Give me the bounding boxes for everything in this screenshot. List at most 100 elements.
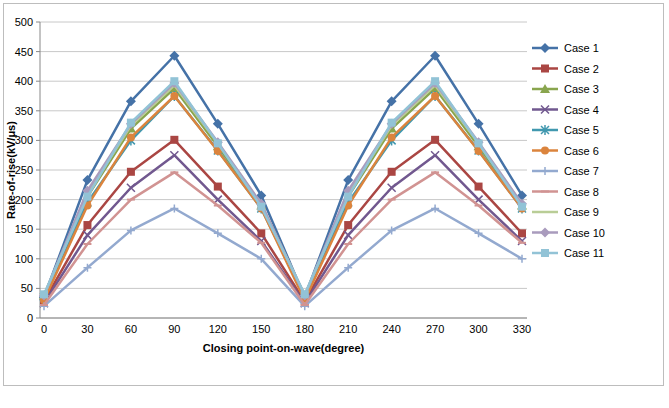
legend-marker bbox=[541, 147, 549, 155]
series-marker bbox=[388, 184, 396, 192]
legend-label: Case 1 bbox=[564, 42, 599, 54]
series-marker bbox=[388, 199, 396, 201]
chart: 0501001502002503003504004505000306090120… bbox=[0, 0, 669, 408]
series-line bbox=[44, 96, 522, 297]
series-marker bbox=[127, 168, 135, 176]
y-tick bbox=[36, 81, 40, 82]
grid-line bbox=[40, 318, 527, 319]
series-marker bbox=[343, 192, 353, 201]
series-marker bbox=[387, 96, 397, 106]
series-marker bbox=[518, 255, 526, 263]
series-marker bbox=[83, 231, 91, 239]
series-marker bbox=[214, 229, 222, 237]
series-marker bbox=[39, 291, 49, 301]
y-tick-label: 0 bbox=[27, 312, 33, 324]
series-marker bbox=[475, 229, 483, 237]
series-marker bbox=[127, 133, 135, 141]
x-tick-label: 90 bbox=[168, 323, 180, 335]
series-line bbox=[44, 83, 522, 296]
series-marker bbox=[83, 264, 91, 272]
series-marker bbox=[474, 119, 484, 129]
series-marker bbox=[170, 171, 178, 173]
series-marker bbox=[430, 51, 440, 61]
series-marker bbox=[344, 231, 352, 239]
series-line bbox=[44, 81, 522, 294]
legend-label: Case 10 bbox=[564, 227, 605, 239]
legend-label: Case 4 bbox=[564, 104, 599, 116]
series-marker bbox=[431, 151, 439, 159]
grid-line bbox=[40, 22, 527, 23]
series-marker bbox=[127, 184, 135, 192]
y-tick bbox=[36, 110, 40, 111]
series-line bbox=[44, 172, 522, 305]
series-marker bbox=[257, 242, 265, 244]
series-marker bbox=[301, 290, 309, 298]
y-tick-label: 500 bbox=[15, 16, 33, 28]
x-axis bbox=[40, 318, 527, 319]
x-tick-label: 270 bbox=[426, 323, 444, 335]
series-marker bbox=[40, 304, 48, 306]
y-tick bbox=[36, 199, 40, 200]
y-tick bbox=[36, 22, 40, 23]
grid-line bbox=[40, 229, 527, 230]
series-marker bbox=[431, 171, 439, 173]
legend-label: Case 7 bbox=[564, 165, 599, 177]
plot-area bbox=[39, 51, 527, 310]
series-line bbox=[44, 88, 522, 295]
grid-line bbox=[40, 199, 527, 200]
series-marker bbox=[518, 242, 526, 244]
series-marker bbox=[170, 204, 178, 212]
series-marker bbox=[301, 304, 309, 306]
x-tick-label: 150 bbox=[252, 323, 270, 335]
grid-line bbox=[40, 258, 527, 259]
series-marker bbox=[214, 205, 222, 207]
grid-line bbox=[40, 170, 527, 171]
series-marker bbox=[127, 199, 135, 201]
series-marker bbox=[39, 291, 49, 300]
legend-label: Case 2 bbox=[564, 63, 599, 75]
legend-line bbox=[532, 190, 558, 193]
series-marker bbox=[127, 226, 135, 234]
y-tick bbox=[36, 229, 40, 230]
series-marker bbox=[170, 77, 178, 85]
x-tick-label: 180 bbox=[296, 323, 314, 335]
y-tick bbox=[36, 288, 40, 289]
series-marker bbox=[475, 139, 483, 147]
y-tick-label: 400 bbox=[15, 75, 33, 87]
series-marker bbox=[214, 183, 222, 191]
y-tick-label: 150 bbox=[15, 223, 33, 235]
series-marker bbox=[170, 151, 178, 159]
series-marker bbox=[214, 139, 222, 147]
y-tick-label: 450 bbox=[15, 46, 33, 58]
legend-label: Case 8 bbox=[564, 186, 599, 198]
legend-label: Case 6 bbox=[564, 145, 599, 157]
series-marker bbox=[40, 290, 48, 298]
legend-marker bbox=[541, 249, 549, 257]
legend-label: Case 5 bbox=[564, 124, 599, 136]
series-marker bbox=[518, 229, 526, 237]
legend-line bbox=[532, 211, 558, 214]
x-tick-label: 300 bbox=[469, 323, 487, 335]
grid-line bbox=[40, 51, 527, 52]
series-marker bbox=[518, 203, 526, 213]
series-marker bbox=[127, 119, 135, 127]
legend-marker bbox=[541, 65, 549, 73]
legend-marker bbox=[540, 84, 550, 93]
series-marker bbox=[300, 291, 310, 301]
legend-label: Case 9 bbox=[564, 206, 599, 218]
series-marker bbox=[126, 96, 136, 106]
series-marker bbox=[475, 183, 483, 191]
legend-marker bbox=[540, 228, 550, 238]
chart-frame bbox=[4, 4, 664, 386]
series-marker bbox=[170, 92, 178, 100]
series-line bbox=[44, 56, 522, 298]
x-tick-label: 210 bbox=[339, 323, 357, 335]
y-tick bbox=[36, 318, 40, 319]
y-axis bbox=[40, 22, 41, 318]
legend-marker bbox=[540, 43, 550, 53]
y-tick-label: 200 bbox=[15, 194, 33, 206]
legend-marker bbox=[541, 125, 549, 135]
x-axis-label: Closing point-on-wave(degree) bbox=[203, 342, 365, 354]
series-line bbox=[44, 96, 522, 300]
series-marker bbox=[83, 221, 91, 229]
